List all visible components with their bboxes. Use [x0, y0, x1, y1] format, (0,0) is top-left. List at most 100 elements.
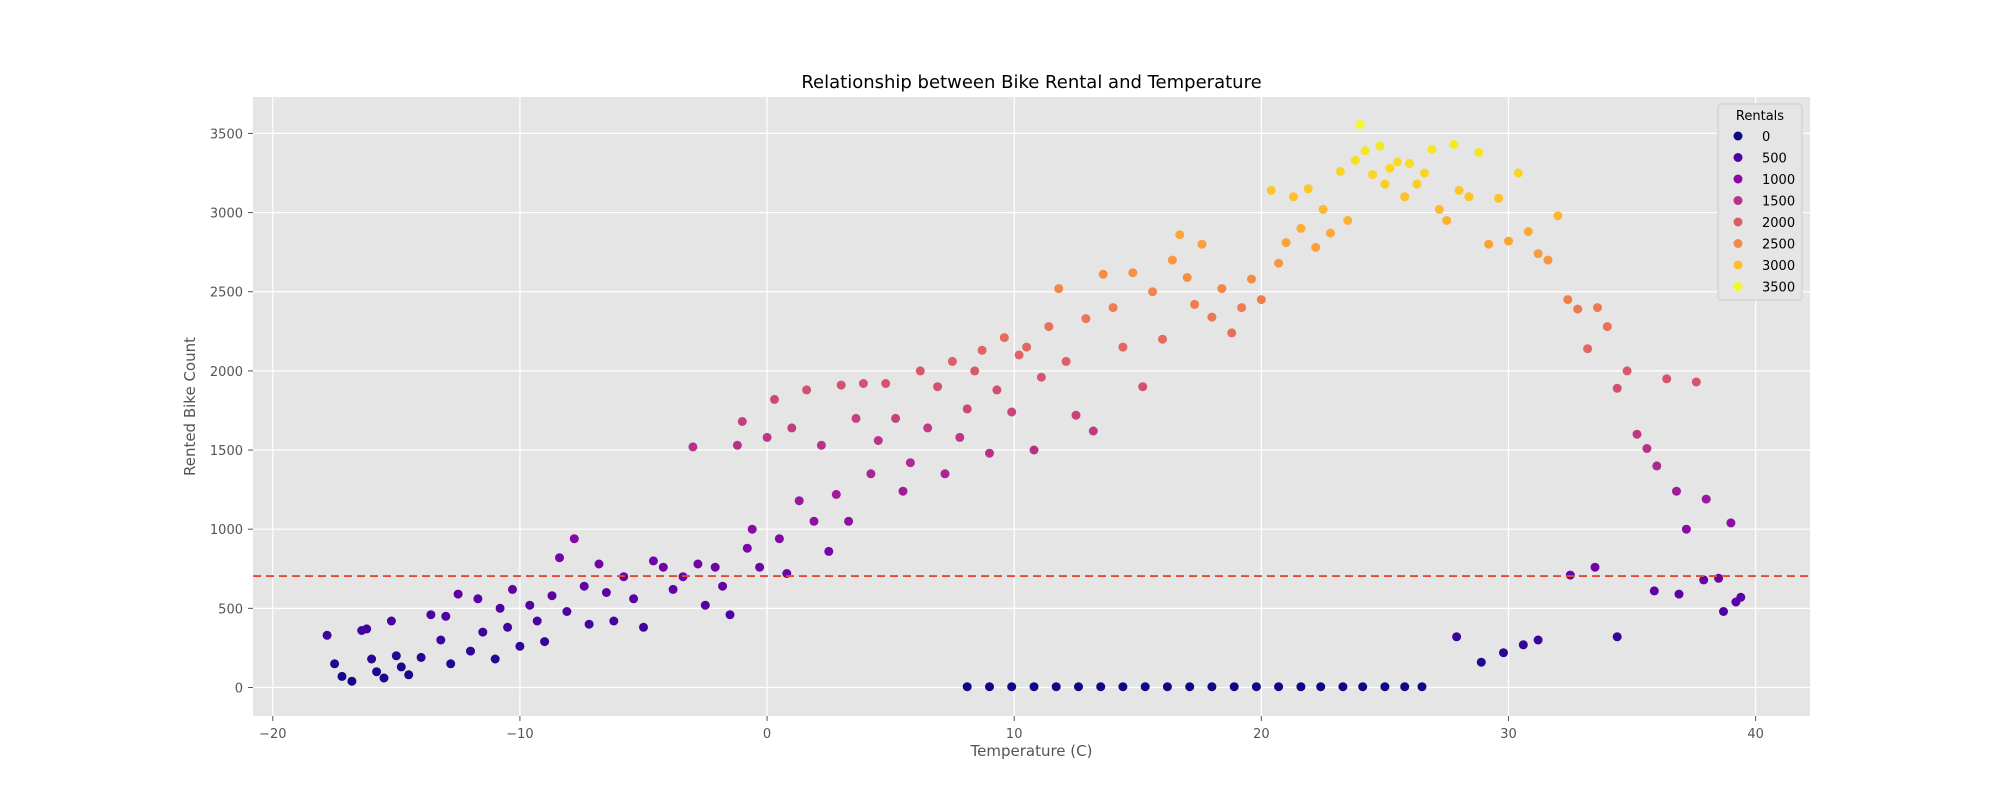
- data-point: [962, 404, 972, 414]
- data-point: [1318, 204, 1328, 214]
- data-point: [905, 458, 915, 468]
- data-point: [396, 662, 406, 672]
- data-point: [1108, 303, 1118, 313]
- data-point: [802, 385, 812, 395]
- data-point: [1533, 249, 1543, 259]
- data-point: [547, 591, 557, 601]
- data-point: [1563, 295, 1573, 305]
- data-point: [970, 366, 980, 376]
- data-point: [1513, 168, 1523, 178]
- data-point: [1158, 334, 1167, 344]
- data-point: [732, 440, 742, 450]
- data-point: [1476, 657, 1486, 667]
- legend-marker: [1733, 174, 1743, 184]
- data-point: [579, 581, 589, 591]
- x-tick-label: 0: [763, 727, 771, 742]
- legend-marker: [1733, 239, 1743, 248]
- data-point: [1247, 274, 1256, 284]
- data-point: [1036, 372, 1046, 382]
- data-point: [347, 676, 357, 686]
- data-point: [1612, 632, 1622, 642]
- data-point: [1256, 295, 1266, 305]
- data-point: [569, 534, 579, 544]
- data-point: [1642, 444, 1652, 453]
- plot-area: [253, 97, 1810, 716]
- data-point: [747, 524, 757, 534]
- data-point: [1007, 682, 1017, 692]
- data-point: [844, 516, 854, 526]
- data-point: [1474, 147, 1484, 157]
- data-point: [816, 440, 826, 450]
- data-point: [1266, 185, 1276, 195]
- data-point: [1612, 383, 1622, 393]
- data-point: [1274, 258, 1284, 268]
- data-point: [1736, 592, 1746, 602]
- data-point: [1338, 682, 1348, 692]
- data-point: [1118, 682, 1128, 692]
- data-point: [1484, 239, 1494, 249]
- data-point: [1583, 344, 1593, 354]
- data-point: [1392, 157, 1402, 167]
- data-point: [1316, 682, 1326, 692]
- data-point: [1565, 570, 1575, 580]
- data-point: [1296, 223, 1306, 233]
- data-points: [322, 120, 1746, 692]
- data-point: [1098, 269, 1108, 279]
- data-point: [1140, 682, 1150, 692]
- data-point: [473, 594, 483, 604]
- chart-title: Relationship between Bike Rental and Tem…: [801, 72, 1261, 93]
- data-point: [1162, 682, 1172, 692]
- data-point: [1602, 322, 1612, 332]
- data-point: [923, 423, 933, 433]
- y-tick-label: 2000: [210, 365, 243, 380]
- data-point: [555, 553, 564, 563]
- data-point: [1118, 342, 1128, 352]
- data-point: [453, 589, 463, 599]
- data-point: [992, 385, 1002, 395]
- data-point: [1029, 445, 1039, 455]
- data-point: [1385, 163, 1395, 173]
- data-point: [794, 496, 804, 506]
- data-point: [1190, 299, 1200, 309]
- data-point: [495, 603, 505, 613]
- data-point: [1044, 322, 1054, 332]
- data-point: [1343, 216, 1353, 225]
- data-point: [1237, 303, 1247, 313]
- x-tick-label: 30: [1500, 727, 1517, 742]
- x-axis-label: Temperature (C): [970, 742, 1093, 760]
- data-point: [1251, 682, 1261, 692]
- legend-marker: [1733, 131, 1743, 141]
- data-point: [525, 600, 535, 610]
- data-point: [490, 654, 500, 664]
- data-point: [1185, 682, 1195, 692]
- data-point: [858, 379, 868, 388]
- data-point: [1652, 461, 1662, 471]
- data-point: [1051, 682, 1061, 692]
- legend-label: 3000: [1762, 259, 1795, 274]
- data-point: [1622, 366, 1632, 376]
- data-point: [1274, 682, 1284, 692]
- data-point: [1096, 682, 1106, 692]
- data-point: [629, 594, 639, 604]
- data-point: [1022, 342, 1032, 352]
- legend-label: 3500: [1762, 281, 1795, 296]
- data-point: [404, 670, 414, 680]
- data-point: [1167, 255, 1177, 265]
- data-point: [1714, 573, 1724, 583]
- data-point: [947, 356, 957, 366]
- data-point: [1442, 216, 1452, 225]
- data-point: [1681, 524, 1691, 534]
- data-point: [787, 423, 797, 433]
- data-point: [1672, 486, 1681, 496]
- data-point: [416, 652, 426, 662]
- data-point: [1573, 304, 1583, 314]
- data-point: [1217, 284, 1227, 294]
- x-tick-label: 10: [1006, 727, 1023, 742]
- data-point: [515, 641, 525, 651]
- data-point: [1464, 192, 1474, 202]
- data-point: [755, 562, 765, 572]
- data-point: [1412, 179, 1422, 189]
- legend-label: 1000: [1762, 173, 1795, 188]
- y-axis-label: Rented Bike Count: [181, 337, 199, 476]
- data-point: [831, 489, 841, 499]
